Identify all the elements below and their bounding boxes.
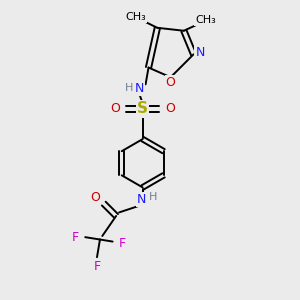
Text: F: F (93, 260, 100, 272)
Text: O: O (166, 76, 176, 89)
Text: CH₃: CH₃ (195, 15, 216, 25)
Text: F: F (118, 236, 126, 250)
Text: S: S (137, 101, 148, 116)
Text: CH₃: CH₃ (125, 12, 146, 22)
Text: O: O (91, 190, 100, 204)
Text: N: N (137, 193, 146, 206)
Text: O: O (110, 102, 120, 115)
Text: H: H (125, 83, 134, 93)
Text: H: H (149, 192, 157, 203)
Text: N: N (195, 46, 205, 59)
Text: F: F (71, 231, 79, 244)
Text: O: O (165, 102, 175, 115)
Text: N: N (134, 82, 144, 95)
